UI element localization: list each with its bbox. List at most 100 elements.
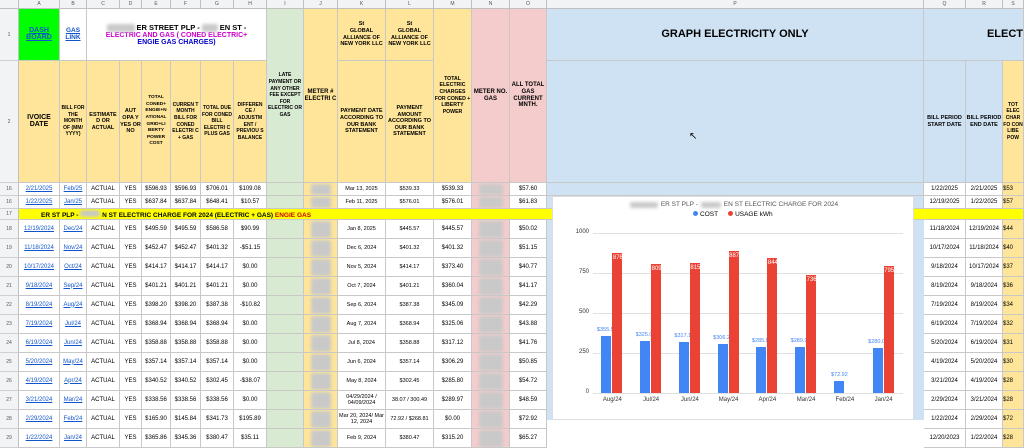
- row-number[interactable]: 1: [0, 9, 19, 61]
- cell-q[interactable]: 12/19/2025: [924, 196, 966, 209]
- cell-s[interactable]: $28: [1003, 429, 1024, 448]
- cell-h[interactable]: $0.00: [234, 391, 267, 410]
- cell-d[interactable]: YES: [120, 334, 142, 353]
- cost-bar[interactable]: [756, 347, 767, 393]
- cell-s[interactable]: $44: [1003, 220, 1024, 239]
- cell-j[interactable]: [304, 196, 338, 209]
- cell-h[interactable]: $0.00: [234, 277, 267, 296]
- cell-l[interactable]: $368.94: [386, 315, 434, 334]
- cell-j[interactable]: [304, 353, 338, 372]
- cell-n[interactable]: [472, 353, 510, 372]
- cell-q[interactable]: 3/21/2024: [924, 372, 966, 391]
- cell-m[interactable]: $306.29: [434, 353, 472, 372]
- cell-b[interactable]: May/24: [60, 353, 87, 372]
- cell-d[interactable]: YES: [120, 353, 142, 372]
- cost-bar[interactable]: [640, 340, 651, 393]
- row-number[interactable]: 26: [0, 372, 19, 391]
- cell-m[interactable]: $401.32: [434, 239, 472, 258]
- cell-b[interactable]: Aug/24: [60, 296, 87, 315]
- cell-o[interactable]: $42.29: [510, 296, 547, 315]
- gas-link[interactable]: GAS LINK: [60, 9, 87, 61]
- cell-l[interactable]: $576.01: [386, 196, 434, 209]
- cell-e[interactable]: $365.86: [142, 429, 171, 448]
- cell-a[interactable]: 7/19/2024: [19, 315, 60, 334]
- cell-e[interactable]: $401.21: [142, 277, 171, 296]
- cell-q[interactable]: 2/29/2024: [924, 391, 966, 410]
- cell-m[interactable]: $317.12: [434, 334, 472, 353]
- cell-e[interactable]: $495.59: [142, 220, 171, 239]
- cell-r[interactable]: 10/17/2024: [966, 258, 1003, 277]
- cell-e[interactable]: $414.17: [142, 258, 171, 277]
- cell-b[interactable]: Dec/24: [60, 220, 87, 239]
- cell-l[interactable]: $401.32: [386, 239, 434, 258]
- cell-k[interactable]: Mar 13, 2025: [338, 183, 386, 196]
- cell-h[interactable]: $109.08: [234, 183, 267, 196]
- cell-b[interactable]: Jan/24: [60, 429, 87, 448]
- cell-l[interactable]: $387.38: [386, 296, 434, 315]
- cell-s[interactable]: $40: [1003, 239, 1024, 258]
- row-number[interactable]: 23: [0, 315, 19, 334]
- cell-s[interactable]: $28: [1003, 372, 1024, 391]
- cell-b[interactable]: Sep/24: [60, 277, 87, 296]
- cell-e[interactable]: $452.47: [142, 239, 171, 258]
- cell-o[interactable]: $40.77: [510, 258, 547, 277]
- usage-bar[interactable]: [806, 275, 817, 393]
- column-header[interactable]: O: [510, 0, 547, 9]
- cell-e[interactable]: $358.88: [142, 334, 171, 353]
- electric-chart[interactable]: ER ST PLP - EN ST ELECTRIC CHARGE FOR 20…: [552, 196, 914, 420]
- cell-k[interactable]: Dec 6, 2024: [338, 239, 386, 258]
- cell-a[interactable]: 6/19/2024: [19, 334, 60, 353]
- cell-c[interactable]: ACTUAL: [87, 372, 120, 391]
- cell-f[interactable]: $340.52: [171, 372, 201, 391]
- row-number[interactable]: 24: [0, 334, 19, 353]
- cell-f[interactable]: $596.93: [171, 183, 201, 196]
- cell-b[interactable]: Nov/24: [60, 239, 87, 258]
- cell-l[interactable]: $380.47: [386, 429, 434, 448]
- column-header[interactable]: N: [472, 0, 510, 9]
- cell-j[interactable]: [304, 220, 338, 239]
- row-number[interactable]: 17: [0, 209, 19, 220]
- cell-g[interactable]: $586.58: [201, 220, 234, 239]
- column-header[interactable]: R: [966, 0, 1003, 9]
- cell-c[interactable]: ACTUAL: [87, 391, 120, 410]
- cell-m[interactable]: $285.80: [434, 372, 472, 391]
- corner-cell[interactable]: [0, 0, 19, 9]
- cell-i[interactable]: [267, 196, 304, 209]
- cell-l[interactable]: 38.07 / 300.49: [386, 391, 434, 410]
- cost-bar[interactable]: [601, 336, 612, 393]
- cell-c[interactable]: ACTUAL: [87, 334, 120, 353]
- cell-o[interactable]: $57.60: [510, 183, 547, 196]
- cell-n[interactable]: [472, 220, 510, 239]
- cell-k[interactable]: Jul 8, 2024: [338, 334, 386, 353]
- usage-bar[interactable]: [767, 257, 778, 393]
- cell-s[interactable]: $32: [1003, 315, 1024, 334]
- cell-i[interactable]: [267, 258, 304, 277]
- usage-bar[interactable]: [689, 262, 700, 393]
- cell-o[interactable]: $61.83: [510, 196, 547, 209]
- cell-c[interactable]: ACTUAL: [87, 239, 120, 258]
- cell-d[interactable]: YES: [120, 277, 142, 296]
- cell-g[interactable]: $302.45: [201, 372, 234, 391]
- cell-r[interactable]: 4/19/2024: [966, 372, 1003, 391]
- cell-l[interactable]: $357.14: [386, 353, 434, 372]
- cell-q[interactable]: 4/19/2024: [924, 353, 966, 372]
- cell-h[interactable]: $0.00: [234, 315, 267, 334]
- usage-bar[interactable]: [612, 252, 623, 393]
- column-header[interactable]: C: [87, 0, 120, 9]
- cell-q[interactable]: 12/20/2023: [924, 429, 966, 448]
- cell-i[interactable]: [267, 183, 304, 196]
- cell-g[interactable]: $357.14: [201, 353, 234, 372]
- cell-f[interactable]: $368.94: [171, 315, 201, 334]
- cell-q[interactable]: 5/20/2024: [924, 334, 966, 353]
- cell-a[interactable]: 9/18/2024: [19, 277, 60, 296]
- cost-bar[interactable]: [833, 381, 844, 393]
- cell-g[interactable]: $401.32: [201, 239, 234, 258]
- cell-q[interactable]: 1/22/2025: [924, 183, 966, 196]
- cell-e[interactable]: $637.84: [142, 196, 171, 209]
- cost-bar[interactable]: [717, 343, 728, 393]
- row-number[interactable]: 20: [0, 258, 19, 277]
- cell-a[interactable]: 4/19/2024: [19, 372, 60, 391]
- cell-g[interactable]: $706.01: [201, 183, 234, 196]
- row-number[interactable]: 29: [0, 429, 19, 448]
- cost-bar[interactable]: [872, 348, 883, 393]
